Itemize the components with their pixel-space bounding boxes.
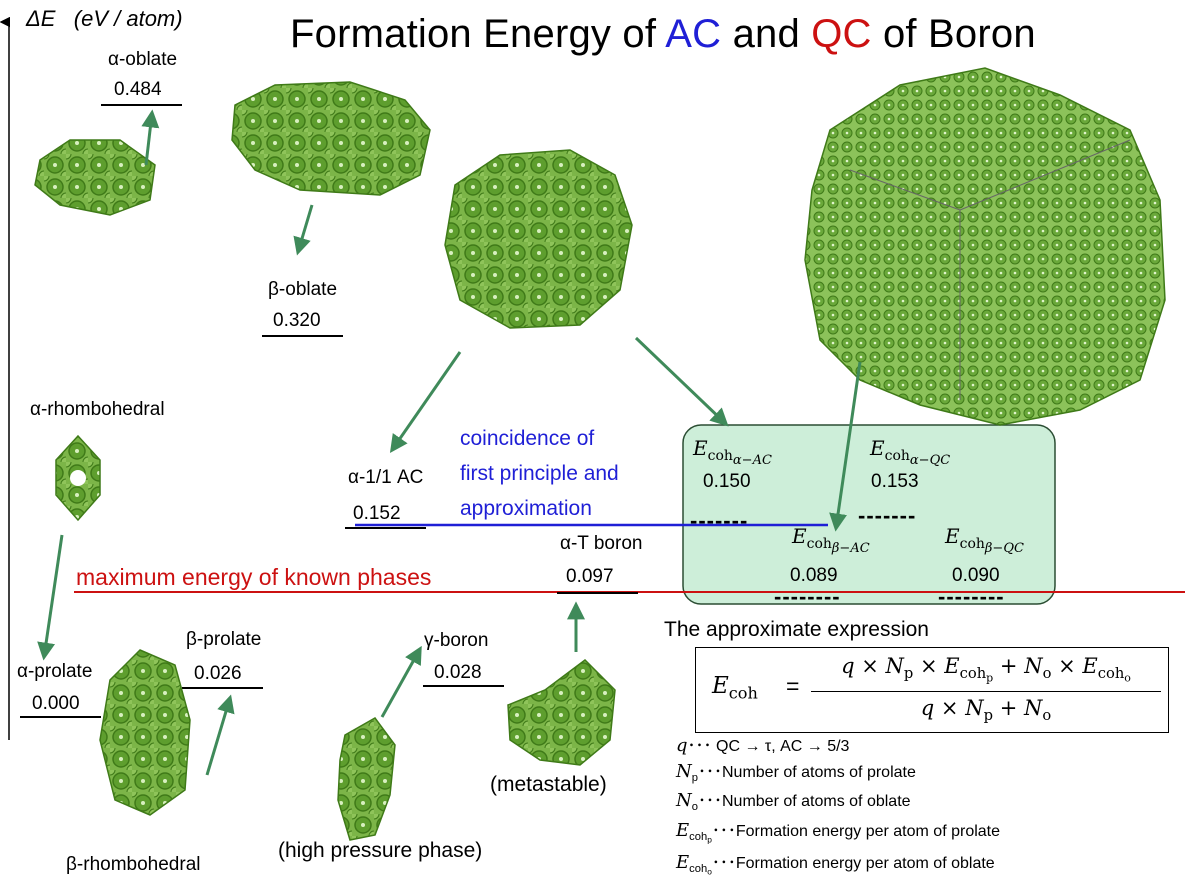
gamma-boron-structure <box>337 717 396 841</box>
e-coh-beta-ac-value: 0.089 <box>790 565 838 586</box>
beta-oblate-label: β-oblate <box>268 279 338 300</box>
formula-equals: = <box>786 673 800 699</box>
beta-oblate-value: 0.320 <box>273 310 321 331</box>
beta-prolate-value: 0.026 <box>194 663 242 684</box>
alpha-rhombohedral-structure <box>55 434 101 522</box>
arrow-beta-prolate <box>205 694 235 776</box>
dashes-alpha-qc: ------- <box>858 503 917 528</box>
alpha-t-boron-value: 0.097 <box>566 566 614 587</box>
alpha-rhombohedral-label: α-rhombohedral <box>30 399 165 420</box>
arrow-beta-oblate <box>293 204 314 256</box>
legend-eo: Ecoho･･･Formation energy per atom of obl… <box>676 852 995 877</box>
formula-denominator: q × Np + No <box>920 696 1052 725</box>
alpha-t-boron-label: α-T boron <box>560 533 643 554</box>
arrow-alpha-11-ac <box>389 351 462 453</box>
cohesive-energy-box <box>682 424 1056 605</box>
coincidence-note-line3: approximation <box>460 497 592 520</box>
alpha-prolate-label: α-prolate <box>17 661 93 682</box>
legend-np: Np･･･Number of atoms of prolate <box>676 761 916 784</box>
beta-oblate-structure <box>231 81 431 196</box>
alpha-11-ac-structure <box>444 149 633 329</box>
e-coh-alpha-ac-value: 0.150 <box>703 471 751 492</box>
max-energy-label: maximum energy of known phases <box>76 564 432 590</box>
gamma-boron-value: 0.028 <box>434 662 482 683</box>
formula-fraction-bar <box>811 691 1161 692</box>
alpha-oblate-value: 0.484 <box>114 79 162 100</box>
high-pressure-note: (high pressure phase) <box>278 839 483 862</box>
dashes-beta-ac: -------- <box>774 584 841 609</box>
page-title: Formation Energy of AC and QC of Boron <box>290 12 1036 56</box>
arrow-qc-to-beta-ac <box>829 361 862 532</box>
alpha-oblate-structure <box>34 139 156 216</box>
e-coh-beta-ac-label: Ecohβ−AC <box>792 524 870 556</box>
dashes-beta-qc: -------- <box>938 584 1005 609</box>
e-coh-alpha-qc-value: 0.153 <box>871 471 919 492</box>
arrow-gamma-boron <box>380 645 422 718</box>
qc-structure <box>804 67 1166 426</box>
alpha-prolate-value: 0.000 <box>32 693 80 714</box>
alpha-11-ac-value: 0.152 <box>353 503 401 524</box>
legend-ep: Ecohp･･･Formation energy per atom of pro… <box>676 820 1001 845</box>
beta-rhombohedral-label: β-rhombohedral <box>66 854 201 875</box>
formula-lhs: Ecoh <box>712 673 758 703</box>
axis-unit: (eV / atom) <box>73 6 183 31</box>
title-ac: AC <box>665 12 722 56</box>
e-coh-beta-qc-value: 0.090 <box>952 565 1000 586</box>
arrow-alpha-rhombo-to-prolate <box>37 534 64 661</box>
e-coh-alpha-ac-label: Ecohα−AC <box>693 436 772 468</box>
axis-label: ΔE (eV / atom) <box>26 6 183 31</box>
arrow-to-alpha-ac-box <box>634 336 729 427</box>
title-qc: QC <box>811 12 872 56</box>
beta-prolate-label: β-prolate <box>186 629 262 650</box>
formula-numerator: q × Np × Ecohp + No × Ecoho <box>841 654 1131 685</box>
dashes-alpha-ac: ------- <box>690 508 749 533</box>
e-coh-beta-qc-label: Ecohβ−QC <box>945 524 1024 556</box>
alpha-11-ac-label: α-1/1 AC <box>348 467 424 488</box>
beta-rhombohedral-structure <box>99 649 191 816</box>
metastable-note: (metastable) <box>490 773 607 796</box>
formula-box: Ecoh = q × Np × Ecohp + No × Ecoho q × N… <box>695 647 1169 733</box>
formula-heading: The approximate expression <box>664 618 929 641</box>
alpha-t-boron-structure <box>507 659 616 766</box>
coincidence-note-line2: first principle and <box>460 462 619 485</box>
e-coh-alpha-qc-label: Ecohα−QC <box>870 436 951 468</box>
formula-fraction: q × Np × Ecohp + No × Ecoho q × Np + No <box>811 654 1161 724</box>
arrow-alpha-oblate <box>141 109 160 166</box>
legend-q: q･･･ QC → τ, AC → 5/3 <box>676 735 850 756</box>
coincidence-note-line1: coincidence of <box>460 427 595 450</box>
gamma-boron-label: γ-boron <box>424 630 489 651</box>
alpha-oblate-label: α-oblate <box>108 49 178 70</box>
legend-no: No･･･Number of atoms of oblate <box>676 790 911 813</box>
